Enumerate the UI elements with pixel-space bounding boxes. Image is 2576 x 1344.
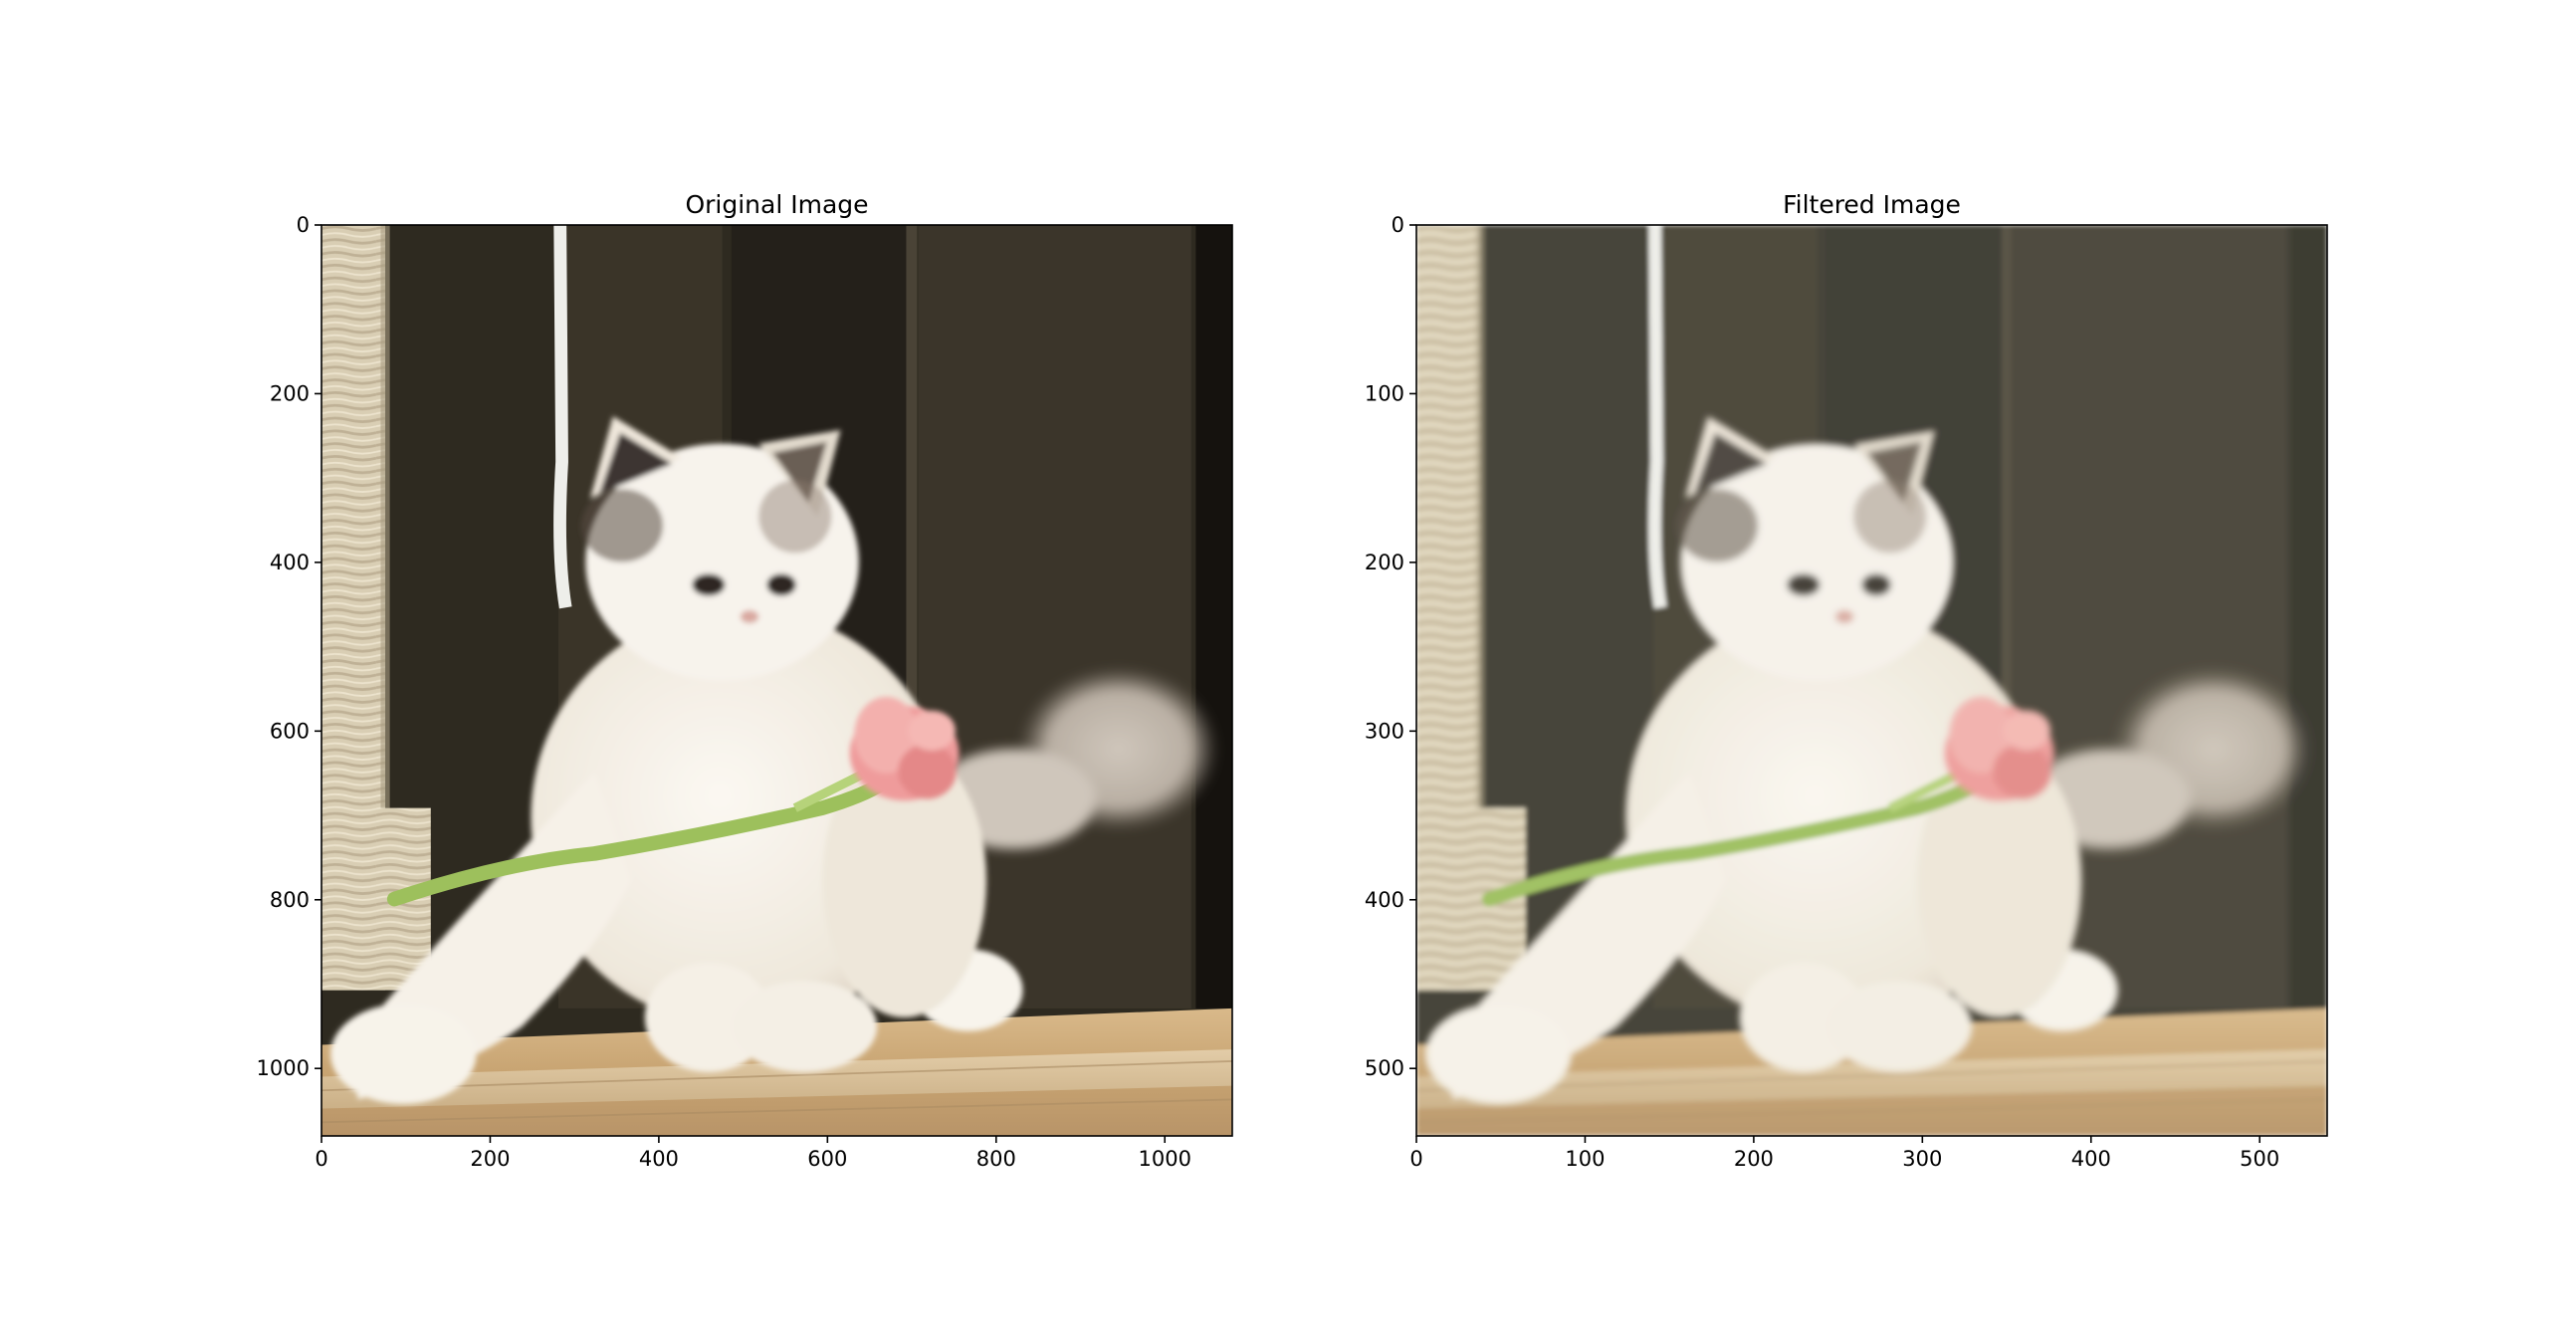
x-tick-label: 0	[315, 1147, 327, 1171]
x-tick-label: 100	[1565, 1147, 1605, 1171]
axes-frame	[1415, 224, 2328, 1137]
chart-title: Filtered Image	[1783, 190, 1961, 219]
y-tick-label: 400	[270, 551, 310, 574]
y-tick-label: 1000	[257, 1056, 310, 1080]
y-tick-label: 200	[270, 381, 310, 405]
x-tick-label: 200	[1734, 1147, 1774, 1171]
x-tick-label: 500	[2240, 1147, 2279, 1171]
kitten-with-tulip-image	[322, 225, 1232, 1136]
x-tick-label: 600	[807, 1147, 847, 1171]
x-tick-label: 0	[1409, 1147, 1422, 1171]
x-tick-label: 400	[2071, 1147, 2111, 1171]
y-tick-label: 100	[1365, 381, 1404, 405]
y-tick-label: 800	[270, 888, 310, 912]
y-tick-label: 300	[1365, 719, 1404, 743]
y-tick-label: 200	[1365, 551, 1404, 574]
x-tick-label: 300	[1902, 1147, 1942, 1171]
y-tick-label: 0	[297, 213, 310, 237]
y-tick-label: 400	[1365, 888, 1404, 912]
panel-filtered: Filtered Image 0 100 200 300 400 500 0 100 200 300…	[1365, 190, 2328, 1171]
kitten-with-tulip-blurred-image	[1416, 225, 2327, 1136]
y-tick-label: 600	[270, 719, 310, 743]
y-tick-label: 500	[1365, 1056, 1404, 1080]
x-tick-label: 800	[976, 1147, 1016, 1171]
x-tick-label: 400	[639, 1147, 679, 1171]
panel-original: Original Image 0 200 400 600 800 1000 0 200 400 60…	[257, 190, 1233, 1171]
chart-title: Original Image	[685, 190, 868, 219]
y-tick-label: 0	[1392, 213, 1404, 237]
axes-frame	[321, 224, 1233, 1137]
x-tick-label: 200	[470, 1147, 510, 1171]
x-tick-label: 1000	[1138, 1147, 1190, 1171]
